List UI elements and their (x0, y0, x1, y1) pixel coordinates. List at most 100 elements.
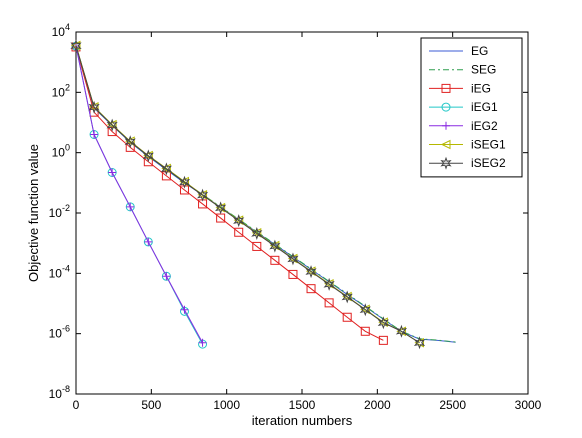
y-tick-base: 10 (52, 146, 66, 160)
y-tick-label: 10-2 (49, 203, 70, 220)
legend: EG SEG iEG iEG1 iEG2 iSEG1 iSEG2 (420, 37, 523, 178)
legend-marker (442, 121, 450, 130)
data-point-iseg2 (269, 239, 281, 253)
data-point-iseg2 (70, 39, 82, 53)
data-point-iseg2 (305, 265, 317, 279)
data-point-iseg1 (342, 291, 352, 302)
data-point-iseg1 (324, 278, 334, 289)
legend-marker (441, 83, 451, 93)
x-tick-label: 0 (73, 398, 80, 412)
legend-item-iseg1: iSEG1 (429, 138, 506, 152)
legend-label: SEG (471, 63, 496, 77)
data-point-iseg1 (143, 150, 153, 161)
data-point-iseg1 (197, 190, 208, 200)
data-point-iseg2 (413, 336, 426, 350)
data-point-ieg (360, 326, 370, 336)
data-point-iseg1 (251, 228, 262, 238)
y-tick-label: 10-6 (49, 324, 70, 341)
legend-label: iEG2 (471, 119, 498, 133)
x-tick-label: 1500 (289, 398, 316, 412)
data-point-iseg2 (196, 188, 209, 202)
y-tick-exponent: 2 (65, 82, 70, 92)
legend-item-iseg2: iSEG2 (429, 156, 506, 170)
legend-box (420, 37, 523, 178)
legend-label: iSEG1 (471, 138, 506, 152)
data-point-iseg1 (269, 240, 280, 251)
y-axis-label: Objective function value (26, 144, 41, 282)
legend-item-ieg1: iEG1 (429, 100, 498, 114)
data-point-ieg (270, 255, 280, 265)
data-point-ieg (234, 227, 244, 237)
data-point-ieg2 (144, 237, 153, 246)
y-tick-exponent: -4 (62, 263, 70, 273)
data-point-iseg1 (88, 102, 99, 112)
legend-label: iEG1 (471, 100, 498, 114)
x-tick-label: 500 (141, 398, 161, 412)
data-point-ieg (107, 127, 117, 137)
data-point-iseg2 (359, 303, 371, 317)
y-tick-label: 100 (52, 143, 70, 160)
series-line-ieg (75, 46, 384, 341)
legend-item-seg: SEG (429, 63, 496, 77)
data-point-ieg (378, 335, 388, 345)
data-point-iseg2 (88, 100, 100, 114)
legend-label: EG (471, 44, 488, 58)
data-point-iseg2 (287, 252, 299, 266)
data-point-ieg2 (162, 272, 171, 281)
x-tick-label: 2000 (364, 398, 391, 412)
data-point-iseg1 (414, 337, 425, 348)
legend-label: iEG (471, 81, 491, 95)
data-point-iseg1 (233, 215, 244, 225)
data-point-iseg2 (395, 324, 408, 338)
data-point-iseg2 (341, 290, 353, 304)
data-point-iseg1 (378, 317, 388, 328)
data-point-iseg1 (360, 304, 370, 315)
axis-ticks: 0 500 1000 1500 2000 2500 300010410210010-210-… (49, 22, 542, 412)
data-point-iseg1 (107, 119, 117, 130)
legend-item-ieg2: iEG2 (429, 119, 498, 133)
data-point-iseg2 (106, 118, 118, 132)
series-ieg (71, 42, 388, 345)
legend-item-eg: EG (429, 44, 488, 58)
series-layer (70, 39, 456, 350)
data-point-iseg2 (323, 277, 335, 291)
data-point-iseg2 (251, 226, 263, 240)
y-tick-base: 10 (49, 206, 63, 220)
y-tick-exponent: 4 (65, 22, 70, 32)
data-point-iseg2 (160, 162, 173, 176)
x-tick-label: 2500 (439, 398, 466, 412)
data-point-ieg2 (90, 130, 99, 139)
data-point-iseg2 (377, 316, 389, 330)
y-tick-label: 10-8 (49, 384, 70, 401)
series-iseg2 (70, 39, 426, 350)
data-point-iseg1 (287, 253, 298, 264)
y-tick-exponent: -2 (62, 203, 70, 213)
data-point-iseg2 (142, 149, 154, 163)
data-point-ieg (288, 269, 298, 279)
y-tick-label: 10-4 (49, 263, 70, 280)
y-tick-exponent: -8 (62, 384, 70, 394)
data-point-ieg (161, 171, 171, 181)
data-point-iseg1 (305, 266, 316, 276)
data-point-iseg1 (161, 163, 171, 174)
legend-marker (440, 156, 452, 170)
data-point-iseg2 (215, 201, 227, 215)
data-point-ieg2 (108, 168, 117, 177)
data-point-ieg (306, 284, 316, 294)
data-point-iseg2 (178, 175, 191, 189)
data-point-ieg2 (180, 305, 189, 314)
data-point-ieg (324, 298, 334, 308)
data-point-ieg (252, 241, 262, 251)
data-point-iseg1 (396, 326, 406, 337)
y-tick-exponent: 0 (65, 143, 70, 153)
x-axis-label: iteration numbers (252, 413, 353, 428)
x-tick-label: 3000 (515, 398, 542, 412)
y-tick-base: 10 (49, 387, 63, 401)
y-tick-label: 102 (52, 82, 70, 99)
data-point-ieg2 (198, 338, 207, 347)
series-line-ieg2 (75, 46, 203, 343)
y-tick-base: 10 (49, 327, 63, 341)
y-tick-base: 10 (49, 266, 63, 280)
y-tick-base: 10 (52, 85, 66, 99)
